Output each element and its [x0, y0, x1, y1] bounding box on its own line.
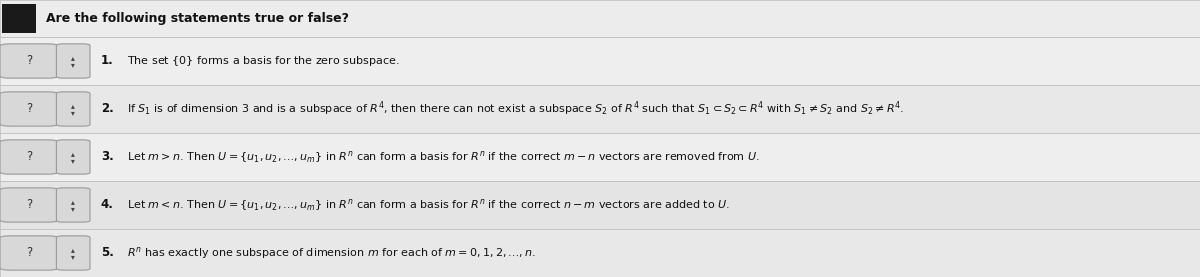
FancyBboxPatch shape [0, 140, 58, 174]
FancyBboxPatch shape [56, 140, 90, 174]
FancyBboxPatch shape [0, 37, 1200, 85]
FancyBboxPatch shape [0, 229, 1200, 277]
Text: ?: ? [25, 199, 32, 212]
Text: 3.: 3. [101, 150, 114, 163]
FancyBboxPatch shape [0, 92, 58, 126]
Text: ▾: ▾ [71, 60, 76, 69]
Text: ?: ? [25, 102, 32, 116]
Text: $R^n$ has exactly one subspace of dimension $m$ for each of $m = 0, 1, 2, \ldots: $R^n$ has exactly one subspace of dimens… [127, 245, 536, 261]
FancyBboxPatch shape [0, 181, 1200, 229]
FancyBboxPatch shape [56, 188, 90, 222]
Text: Are the following statements true or false?: Are the following statements true or fal… [46, 12, 349, 25]
Text: ▾: ▾ [71, 204, 76, 213]
Text: 1.: 1. [101, 55, 114, 68]
FancyBboxPatch shape [0, 236, 58, 270]
Text: 5.: 5. [101, 247, 114, 260]
FancyBboxPatch shape [56, 92, 90, 126]
Text: The set $\{0\}$ forms a basis for the zero subspace.: The set $\{0\}$ forms a basis for the ze… [127, 54, 400, 68]
FancyBboxPatch shape [0, 44, 58, 78]
Text: ▴: ▴ [71, 101, 76, 110]
Text: ▾: ▾ [71, 252, 76, 261]
Text: ▾: ▾ [71, 108, 76, 117]
Text: ▾: ▾ [71, 156, 76, 165]
FancyBboxPatch shape [0, 85, 1200, 133]
FancyBboxPatch shape [0, 0, 1200, 37]
Text: ?: ? [25, 247, 32, 260]
Text: ▴: ▴ [71, 53, 76, 62]
FancyBboxPatch shape [0, 133, 1200, 181]
Text: 4.: 4. [101, 199, 114, 212]
Text: ▴: ▴ [71, 197, 76, 206]
Text: If $S_1$ is of dimension 3 and is a subspace of $R^4$, then there can not exist : If $S_1$ is of dimension 3 and is a subs… [127, 100, 905, 118]
FancyBboxPatch shape [56, 236, 90, 270]
Text: ?: ? [25, 55, 32, 68]
Text: ▴: ▴ [71, 149, 76, 158]
Text: ?: ? [25, 150, 32, 163]
FancyBboxPatch shape [2, 4, 36, 33]
Text: Let $m < n$. Then $U = \{u_1, u_2, \ldots, u_m\}$ in $R^n$ can form a basis for : Let $m < n$. Then $U = \{u_1, u_2, \ldot… [127, 197, 731, 213]
Text: ▴: ▴ [71, 245, 76, 254]
FancyBboxPatch shape [0, 188, 58, 222]
Text: Let $m > n$. Then $U = \{u_1, u_2, \ldots, u_m\}$ in $R^n$ can form a basis for : Let $m > n$. Then $U = \{u_1, u_2, \ldot… [127, 149, 760, 165]
Text: 2.: 2. [101, 102, 114, 116]
FancyBboxPatch shape [56, 44, 90, 78]
